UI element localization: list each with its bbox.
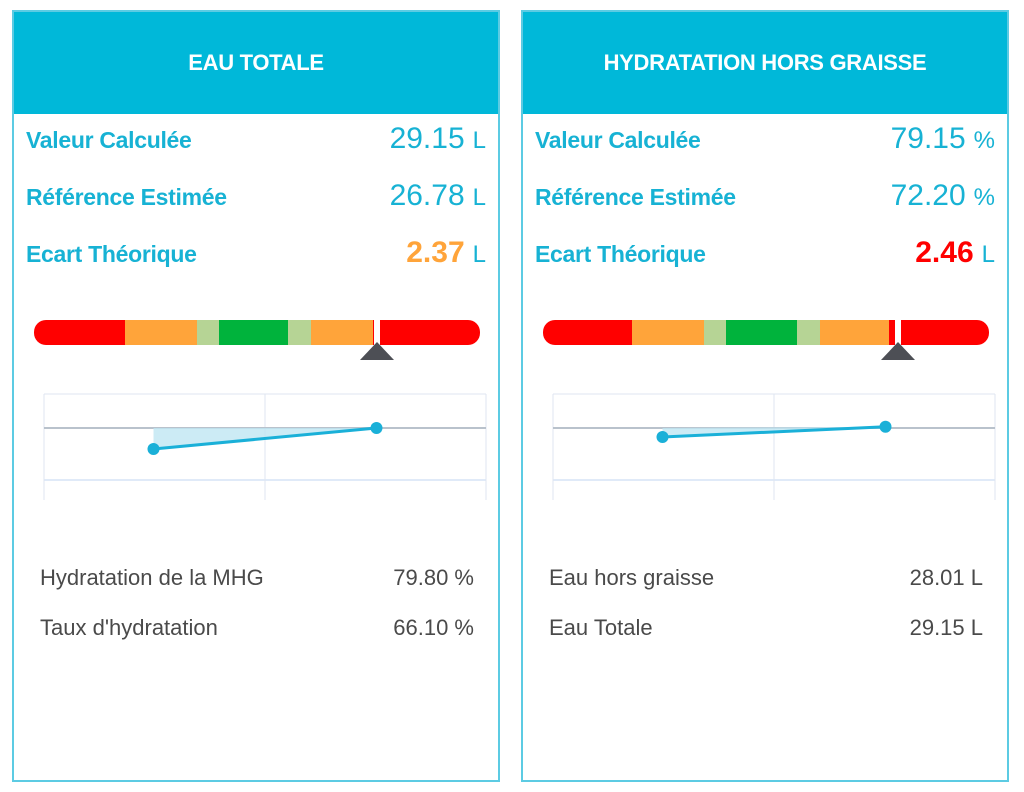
gauge-segment	[888, 320, 989, 345]
card-title: EAU TOTALE	[14, 12, 498, 114]
extra-label: Hydratation de la MHG	[40, 565, 264, 590]
extra-row: Taux d'hydratation 66.10 %	[40, 615, 474, 641]
extra-row: Hydratation de la MHG 79.80 %	[40, 565, 474, 591]
status-gauge	[543, 320, 989, 366]
metric-value: 2.46	[915, 236, 974, 269]
gauge-bar	[34, 320, 480, 345]
metric-value: 72.20	[890, 179, 966, 212]
gauge-segment	[34, 320, 126, 345]
gauge-segment	[543, 320, 633, 345]
gauge-segment	[632, 320, 704, 345]
data-point	[879, 420, 892, 433]
metric-row-valeur-calculee: Valeur Calculée 79.15%	[535, 122, 995, 156]
metric-value: 26.78	[389, 179, 465, 212]
metric-label: Valeur Calculée	[26, 127, 192, 153]
hydratation-hors-graisse-card: HYDRATATION HORS GRAISSE Valeur Calculée…	[521, 10, 1009, 782]
extra-value: 28.01 L	[909, 565, 983, 590]
data-point	[370, 422, 383, 434]
extra-label: Eau Totale	[549, 615, 653, 640]
metric-label: Référence Estimée	[535, 184, 736, 210]
gauge-bar	[543, 320, 989, 345]
metric-unit: L	[472, 184, 486, 211]
metric-value: 79.15	[890, 122, 966, 155]
gauge-segment	[288, 320, 311, 345]
gauge-segment	[797, 320, 820, 345]
metric-value: 2.37	[406, 236, 465, 269]
metric-row-ecart-theorique: Ecart Théorique 2.37 L	[26, 236, 486, 270]
gauge-segment	[703, 320, 726, 345]
metric-label: Ecart Théorique	[535, 241, 706, 267]
data-point	[147, 443, 160, 455]
metric-row-reference-estimee: Référence Estimée 72.20%	[535, 179, 995, 213]
gauge-segment	[725, 320, 798, 345]
gauge-segment	[196, 320, 220, 345]
gauge-segment	[310, 320, 373, 345]
trend-line	[662, 425, 886, 439]
extra-value: 79.80 %	[393, 565, 474, 590]
trend-line	[153, 426, 377, 451]
extra-value: 29.15 L	[909, 615, 983, 640]
metric-unit: %	[973, 127, 995, 154]
extra-row: Eau Totale 29.15 L	[549, 615, 983, 641]
metric-unit: L	[981, 241, 995, 268]
metric-unit: L	[472, 127, 486, 154]
metric-label: Valeur Calculée	[535, 127, 701, 153]
gauge-segment	[819, 320, 889, 345]
metric-row-valeur-calculee: Valeur Calculée 29.15 L	[26, 122, 486, 156]
metric-value: 29.15	[389, 122, 465, 155]
extra-value: 66.10 %	[393, 615, 474, 640]
metric-unit: L	[472, 241, 486, 268]
gauge-segment	[219, 320, 289, 345]
metric-label: Ecart Théorique	[26, 241, 197, 267]
trend-chart	[552, 393, 996, 500]
metric-row-ecart-theorique: Ecart Théorique 2.46 L	[535, 236, 995, 270]
gauge-marker-icon	[880, 342, 915, 360]
extra-label: Eau hors graisse	[549, 565, 715, 590]
gauge-marker-icon	[360, 342, 395, 360]
gauge-notch	[894, 320, 901, 345]
metric-row-reference-estimee: Référence Estimée 26.78 L	[26, 179, 486, 213]
data-point	[656, 431, 669, 443]
metric-unit: %	[973, 184, 995, 211]
eau-totale-card: EAU TOTALE Valeur Calculée 29.15 L Référe…	[12, 10, 500, 782]
card-title: HYDRATATION HORS GRAISSE	[523, 12, 1007, 114]
status-gauge	[34, 320, 480, 366]
gauge-notch	[374, 320, 381, 345]
trend-chart	[43, 393, 487, 500]
extra-label: Taux d'hydratation	[40, 615, 218, 640]
metric-label: Référence Estimée	[26, 184, 227, 210]
extra-row: Eau hors graisse 28.01 L	[549, 565, 983, 591]
gauge-segment	[372, 320, 480, 345]
gauge-segment	[125, 320, 197, 345]
